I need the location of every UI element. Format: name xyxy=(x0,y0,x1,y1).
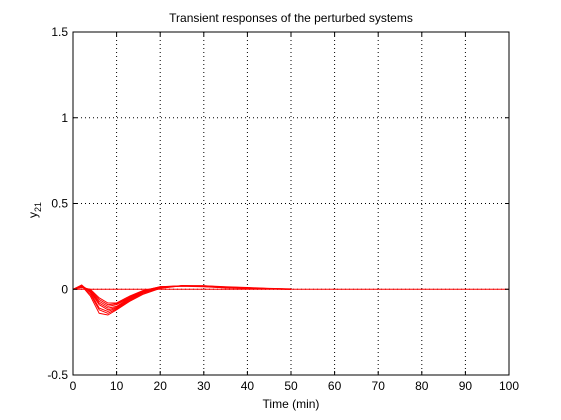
x-axis-label: Time (min) xyxy=(263,397,320,411)
y-tick-label: 1 xyxy=(61,111,68,125)
y-tick-label: 1.5 xyxy=(51,25,68,39)
ticks xyxy=(72,31,510,376)
chart-title: Transient responses of the perturbed sys… xyxy=(169,11,413,25)
x-tick-label: 0 xyxy=(70,379,77,393)
x-tick-label: 50 xyxy=(284,379,298,393)
x-tick-label: 10 xyxy=(110,379,124,393)
series-group xyxy=(72,284,509,316)
series-line xyxy=(72,285,292,307)
y-axis-label: y21 xyxy=(26,202,43,218)
x-tick-label: 30 xyxy=(197,379,211,393)
y-tick-labels: -0.5 0 0.5 1 1.5 xyxy=(47,25,68,382)
y-tick-label: 0 xyxy=(61,282,68,296)
x-tick-label: 40 xyxy=(241,379,255,393)
x-tick-label: 60 xyxy=(328,379,342,393)
y-axis-label-base: y xyxy=(26,212,40,218)
x-tick-label: 20 xyxy=(154,379,168,393)
y-axis-label-sub: 21 xyxy=(33,202,43,212)
y-tick-label: 0.5 xyxy=(51,197,68,211)
svg-text:y21: y21 xyxy=(26,202,43,218)
x-tick-label: 90 xyxy=(459,379,473,393)
x-tick-labels: 0 10 20 30 40 50 60 70 80 90 100 xyxy=(70,379,520,393)
plot-area xyxy=(73,32,509,375)
x-tick-label: 100 xyxy=(499,379,519,393)
x-tick-label: 80 xyxy=(415,379,429,393)
y-tick-label: -0.5 xyxy=(47,368,68,382)
x-tick-label: 70 xyxy=(372,379,386,393)
